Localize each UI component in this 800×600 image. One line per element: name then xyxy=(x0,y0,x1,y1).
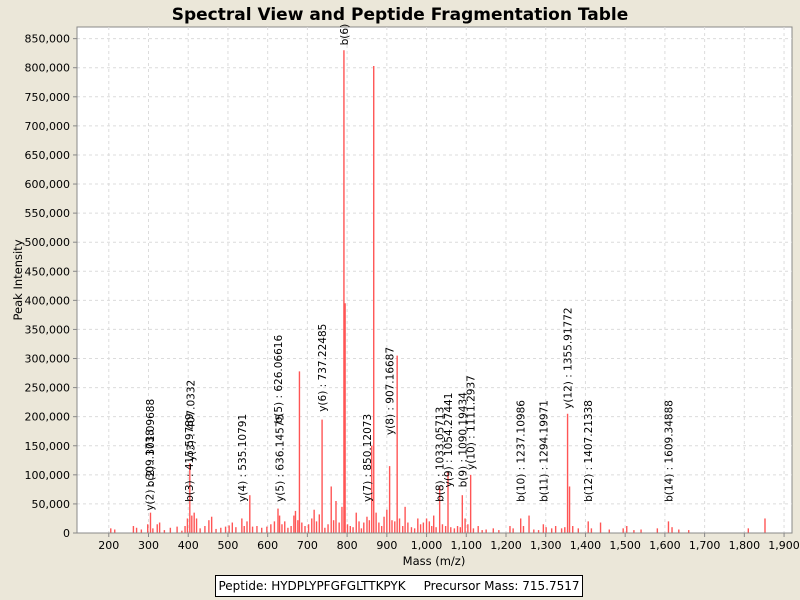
y-tick-label: 400,000 xyxy=(25,294,71,307)
y-tick-label: 650,000 xyxy=(25,149,71,162)
y-tick-label: 250,000 xyxy=(25,382,71,395)
peak-annotation: y(9) : 1054.27441 xyxy=(443,393,455,488)
axes: 200 300 400 500 600 700 800 900 1,000 1,100 1,200 1… xyxy=(25,27,800,552)
peak-annotation: b(6) xyxy=(339,24,351,46)
peak-annotation: b(5) : 626.06616 xyxy=(273,335,285,424)
y-tick-label: 700,000 xyxy=(25,120,71,133)
precursor-mass-label: Precursor Mass: 715.7517 xyxy=(423,579,580,593)
y-tick-label: 550,000 xyxy=(25,207,71,220)
x-tick-label: 700 xyxy=(297,539,318,552)
y-tick-label: 200,000 xyxy=(25,411,71,424)
plot-area xyxy=(76,26,793,534)
y-tick-label: 350,000 xyxy=(25,323,71,336)
x-tick-label: 1,600 xyxy=(649,539,681,552)
x-tick-label: 800 xyxy=(337,539,358,552)
peak-annotation: b(14) : 1609.34888 xyxy=(663,400,675,502)
peak-annotation: y(5) : 636.14575 xyxy=(275,414,287,502)
peak-annotation: y(6) : 737.22485 xyxy=(317,324,329,412)
y-tick-label: 750,000 xyxy=(25,91,71,104)
peak-annotation: b(3) : 415.59789 xyxy=(184,413,196,502)
peak-annotation: b(10) : 1237.10986 xyxy=(516,400,528,502)
x-tick-label: 1,200 xyxy=(490,539,522,552)
peak-annotation: b(12) : 1407.21338 xyxy=(583,400,595,502)
y-tick-label: 300,000 xyxy=(25,353,71,366)
x-tick-label: 300 xyxy=(138,539,159,552)
peak-annotation: b(11) : 1294.19971 xyxy=(538,400,550,502)
peak-annotation: y(12) : 1355.91772 xyxy=(563,307,575,408)
x-tick-label: 1,100 xyxy=(451,539,483,552)
x-tick-label: 1,900 xyxy=(768,539,800,552)
x-tick-label: 400 xyxy=(178,539,199,552)
x-tick-label: 1,800 xyxy=(729,539,761,552)
y-tick-label: 800,000 xyxy=(25,62,71,75)
x-axis-label: Mass (m/z) xyxy=(403,554,466,568)
x-tick-label: 1,500 xyxy=(609,539,641,552)
peak-annotation: b(2) : 301.09688 xyxy=(145,399,157,488)
x-tick-label: 500 xyxy=(217,539,238,552)
y-tick-label: 600,000 xyxy=(25,178,71,191)
y-tick-label: 500,000 xyxy=(25,236,71,249)
peak-series xyxy=(110,50,766,533)
x-tick-label: 600 xyxy=(257,539,278,552)
x-tick-label: 1,000 xyxy=(411,539,443,552)
y-axis-label: Peak Intensity xyxy=(11,239,25,320)
peptide-label: Peptide: HYDPLYPFGFGLTTKPYK xyxy=(218,579,406,593)
peak-annotation: y(7) : 850.12073 xyxy=(362,414,374,502)
peak-annotation: y(10) : 1111.2937 xyxy=(466,375,478,470)
x-tick-label: 1,400 xyxy=(570,539,602,552)
x-tick-label: 1,700 xyxy=(689,539,721,552)
legend-box: Peptide: HYDPLYPFGFGLTTKPYK Precursor Mas… xyxy=(215,575,583,597)
y-tick-label: 50,000 xyxy=(32,498,71,511)
peak-annotation: y(3) : 407.0332 xyxy=(186,380,198,461)
peak-annotation: y(2) : 309.1738 xyxy=(144,429,156,510)
peak-annotation: b(9) : 1090.19434 xyxy=(457,392,469,488)
x-tick-label: 1,300 xyxy=(530,539,562,552)
peak-annotation: y(4) : 535.10791 xyxy=(237,414,249,502)
peak-annotation: y(8) : 907.16687 xyxy=(385,347,397,435)
y-tick-label: 0 xyxy=(63,527,70,540)
y-tick-label: 450,000 xyxy=(25,265,71,278)
y-tick-label: 100,000 xyxy=(25,469,71,482)
y-tick-label: 150,000 xyxy=(25,440,71,453)
peak-annotation: b(8) : 1033.05713 xyxy=(435,407,447,502)
x-tick-label: 200 xyxy=(98,539,119,552)
y-tick-label: 850,000 xyxy=(25,33,71,46)
grid-lines xyxy=(77,27,792,534)
chart-title: Spectral View and Peptide Fragmentation … xyxy=(172,5,629,25)
x-tick-label: 900 xyxy=(376,539,397,552)
